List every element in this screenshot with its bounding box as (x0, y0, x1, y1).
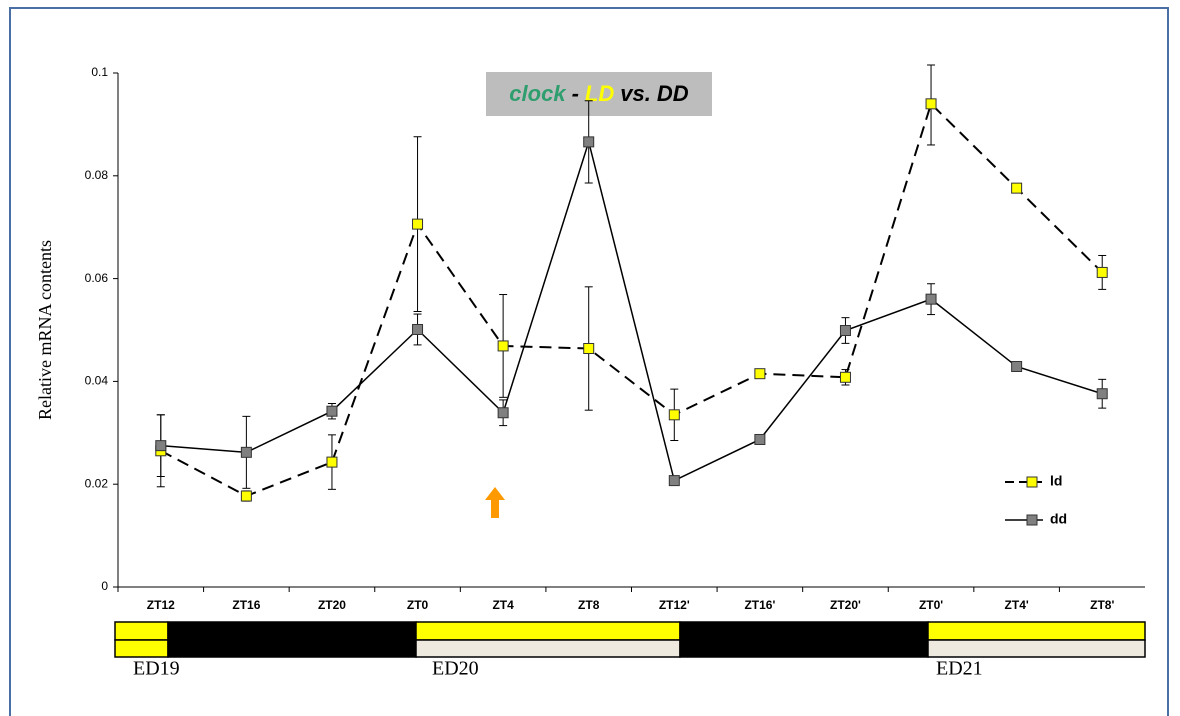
point (1096, 388, 1108, 400)
point (240, 490, 252, 502)
point (155, 440, 167, 452)
point (583, 343, 595, 355)
series-line (160, 101, 1103, 498)
title-part: LD (585, 81, 614, 106)
legend-label: dd (1050, 511, 1067, 527)
legend (995, 462, 1105, 540)
point (1011, 182, 1023, 194)
y-tick-label: 0.02 (85, 476, 109, 490)
point (839, 371, 851, 383)
point (839, 325, 851, 337)
x-tick-label: ZT16 (232, 598, 260, 612)
legend-marker (1026, 514, 1038, 526)
x-tick-label: ZT0' (919, 598, 943, 612)
point (412, 323, 424, 335)
y-tick-label: 0.06 (85, 271, 109, 285)
x-tick-label: ZT20 (318, 598, 346, 612)
point (583, 136, 595, 148)
day-label: ED21 (936, 658, 983, 680)
title-box (486, 72, 712, 116)
point (1096, 266, 1108, 278)
point (668, 409, 680, 421)
point (497, 340, 509, 352)
point (326, 405, 338, 417)
arrow (485, 487, 505, 518)
legend-marker (1026, 476, 1038, 488)
y-tick-label: 0.04 (85, 374, 109, 388)
title-part: clock (509, 81, 567, 106)
point (240, 446, 252, 458)
x-tick-label: ZT8 (578, 598, 600, 612)
point (326, 456, 338, 468)
point (925, 98, 937, 110)
point (754, 433, 766, 445)
point (412, 218, 424, 230)
x-tick-label: ZT8' (1090, 598, 1114, 612)
x-tick-label: ZT16' (744, 598, 775, 612)
point (754, 368, 766, 380)
x-tick-label: ZT20' (830, 598, 861, 612)
frame (9, 7, 1169, 716)
legend-label: ld (1050, 473, 1062, 489)
title-part: - (572, 81, 579, 106)
day-label: ED20 (432, 658, 479, 680)
chart-title: clock - LD vs. DD (509, 81, 689, 106)
point (925, 293, 937, 305)
light-schedule (114, 621, 1146, 658)
x-tick-label: ZT4 (492, 598, 514, 612)
point (497, 407, 509, 419)
x-tick-label: ZT0 (407, 598, 429, 612)
x-tick-label: ZT12' (659, 598, 690, 612)
x-tick-label: ZT4' (1005, 598, 1029, 612)
point (668, 475, 680, 487)
title-part: vs. DD (620, 81, 689, 106)
x-tick-label: ZT12 (147, 598, 175, 612)
series-line (160, 139, 1103, 482)
y-tick-label: 0.08 (85, 168, 109, 182)
point (1011, 360, 1023, 372)
y-tick-label: 0 (101, 579, 108, 593)
y-tick-label: 0.1 (91, 65, 108, 79)
day-label: ED19 (133, 658, 180, 680)
y-axis-label: Relative mRNA contents (35, 240, 55, 420)
